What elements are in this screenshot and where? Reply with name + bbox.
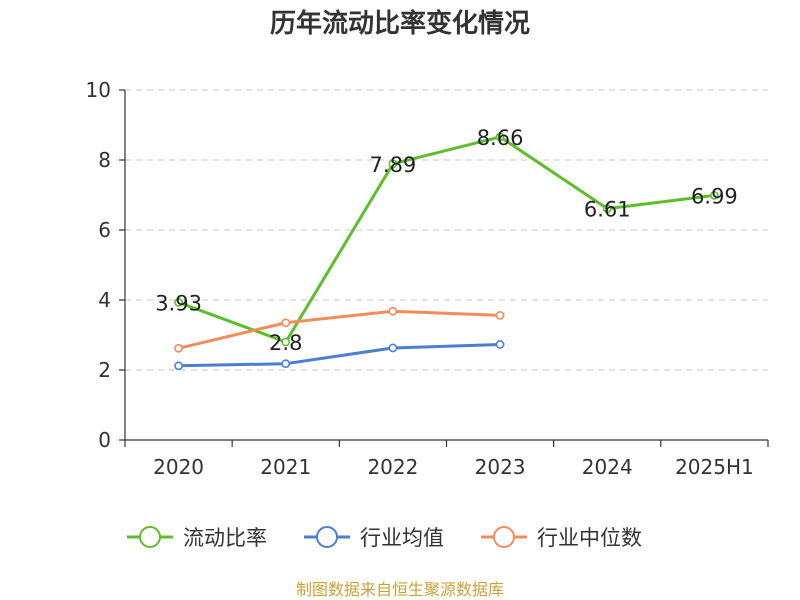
legend-item-0[interactable]: 流动比率 [127, 526, 267, 550]
data-point[interactable] [495, 340, 505, 349]
grid-lines [125, 89, 768, 371]
legend-swatch-marker [493, 526, 515, 548]
data-point[interactable] [174, 343, 183, 353]
data-point[interactable] [281, 318, 291, 328]
data-point[interactable] [281, 359, 291, 369]
legend-label: 流动比率 [183, 526, 267, 550]
series-line-2 [178, 309, 501, 350]
legend-item-1[interactable]: 行业均值 [304, 526, 444, 550]
x-tick-label: 2022 [367, 455, 418, 479]
y-tick-label: 6 [98, 218, 111, 242]
legend-label: 行业均值 [360, 526, 444, 550]
data-point[interactable] [388, 343, 398, 353]
data-label: 6.99 [691, 184, 738, 208]
data-point[interactable] [388, 306, 398, 316]
axes: 0 2 4 6 8 10 2020 2021 2022 2023 2024 2025H1 [86, 78, 769, 479]
series-line-1 [178, 342, 501, 368]
data-label: 3.93 [155, 291, 202, 315]
y-tick-label: 4 [98, 288, 111, 312]
x-tick-label: 2024 [582, 455, 633, 479]
data-point[interactable] [174, 361, 183, 371]
y-tick-label: 2 [98, 358, 111, 382]
y-tick-label: 8 [98, 148, 111, 172]
data-label: 6.61 [584, 198, 631, 222]
data-point[interactable] [174, 298, 183, 307]
data-label: 8.66 [477, 126, 524, 150]
data-point[interactable] [281, 337, 291, 347]
data-point[interactable] [388, 159, 398, 169]
data-label: 7.89 [370, 153, 417, 177]
chart-title: 历年流动比率变化情况 [270, 8, 530, 39]
data-point[interactable] [710, 190, 719, 200]
legend-swatch-marker [139, 526, 161, 548]
y-tick-label: 10 [86, 78, 111, 102]
data-labels: 3.93 2.8 7.89 8.66 6.61 6.99 [155, 126, 738, 355]
legend-swatch-marker [316, 526, 338, 548]
data-point[interactable] [495, 132, 505, 142]
data-label: 2.8 [269, 331, 302, 355]
x-tick-label: 2023 [475, 455, 526, 479]
x-tick-label: 2025H1 [675, 455, 754, 479]
legend-item-2[interactable]: 行业中位数 [481, 526, 642, 550]
data-point[interactable] [495, 310, 505, 320]
series-line-0 [178, 135, 715, 344]
legend[interactable]: 流动比率 行业均值 行业中位数 [127, 526, 642, 550]
data-point[interactable] [602, 204, 612, 214]
x-tick-label: 2020 [153, 455, 204, 479]
source-note: 制图数据来自恒生聚源数据库 [296, 580, 504, 599]
legend-label: 行业中位数 [537, 526, 642, 550]
y-tick-label: 0 [98, 428, 111, 452]
series-lines [174, 132, 719, 371]
x-tick-label: 2021 [260, 455, 311, 479]
